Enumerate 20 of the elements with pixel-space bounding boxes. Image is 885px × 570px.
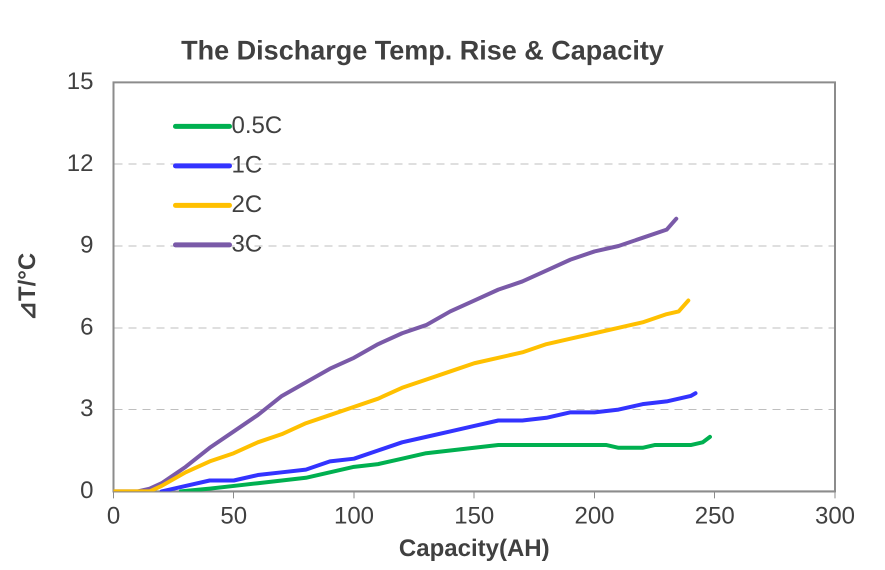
chart-title: The Discharge Temp. Rise & Capacity (181, 36, 664, 66)
y-tick-label: 15 (66, 68, 94, 96)
y-tick-label: 3 (80, 395, 94, 422)
x-axis-title: Capacity(AH) (398, 535, 550, 562)
x-tick-label: 100 (334, 502, 374, 530)
legend-label: 0.5C (231, 112, 282, 140)
y-tick-label: 0 (80, 477, 94, 504)
x-tick-label: 0 (106, 502, 120, 530)
x-tick-label: 250 (694, 502, 735, 530)
legend-label: 3C (231, 230, 262, 258)
y-tick-label: 9 (80, 232, 94, 259)
x-tick-label: 200 (574, 502, 615, 530)
legend-label: 2C (231, 191, 262, 218)
y-tick-label: 6 (80, 313, 94, 340)
y-tick-label: 12 (66, 150, 94, 177)
x-tick-label: 50 (220, 502, 248, 530)
x-tick-label: 300 (814, 502, 856, 530)
x-tick-label: 150 (454, 502, 494, 530)
legend-label: 1C (231, 152, 262, 179)
y-axis-title: ⊿T/°C (14, 252, 42, 322)
